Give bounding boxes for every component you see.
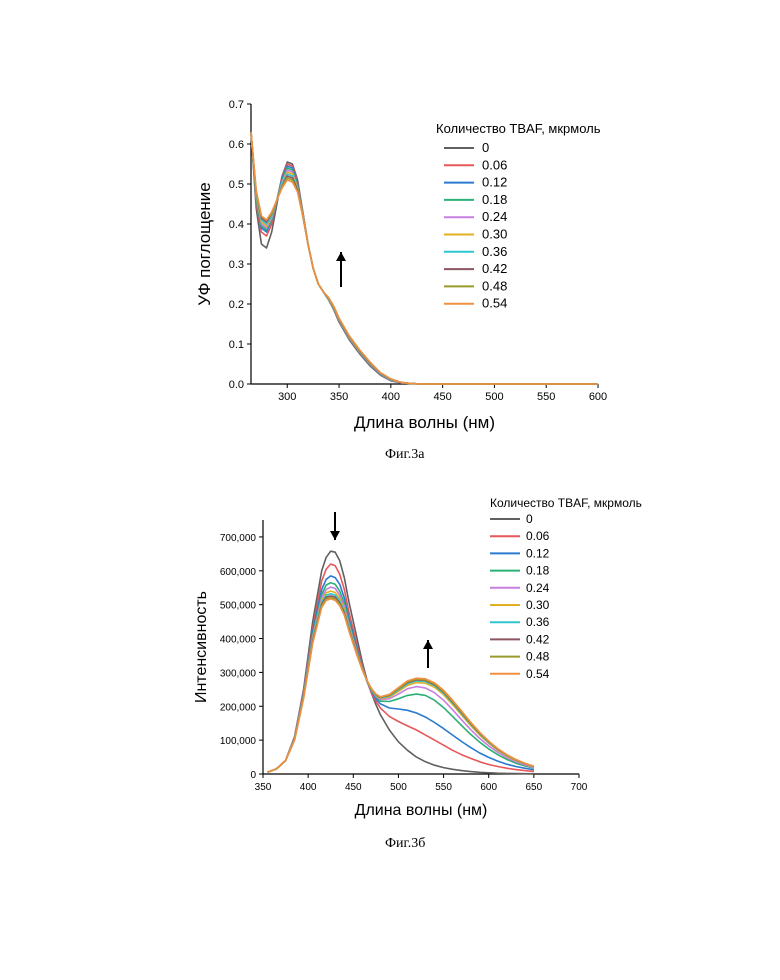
uv-series-line-0.48 — [251, 132, 598, 384]
uv-y-tick-label: 0.1 — [229, 339, 244, 351]
uv-x-tick-label: 400 — [382, 391, 400, 403]
uv-x-tick-label: 300 — [278, 391, 296, 403]
uv-legend-entry: 0.30 — [482, 227, 507, 242]
uv-legend-entry: 0.48 — [482, 278, 507, 293]
fl-x-tick-label: 500 — [390, 782, 407, 793]
figure-b-caption: Фиг.3б — [385, 836, 425, 852]
uv-y-tick-label: 0.6 — [229, 139, 244, 151]
fl-x-tick-label: 350 — [255, 782, 272, 793]
uv-series-line-0.06 — [251, 132, 598, 384]
uv-y-tick-label: 0.4 — [229, 219, 244, 231]
uv-series-line-0 — [251, 132, 598, 384]
fl-legend-entry: 0.54 — [526, 667, 550, 681]
uv-y-tick-label: 0.2 — [229, 299, 244, 311]
fl-y-tick-label: 100,000 — [220, 736, 257, 747]
uv-legend-entry: 0.42 — [482, 261, 507, 276]
uv-y-tick-label: 0.3 — [229, 259, 244, 271]
fl-x-tick-label: 700 — [571, 782, 588, 793]
fl-y-tick-label: 300,000 — [220, 668, 257, 679]
fl-y-tick-label: 400,000 — [220, 635, 257, 646]
uv-y-tick-label: 0.0 — [229, 379, 244, 391]
fl-legend-entry: 0.48 — [526, 650, 550, 664]
uv-series-line-0.18 — [251, 132, 598, 384]
uv-legend-entry: 0.06 — [482, 157, 507, 172]
uv-series-line-0.36 — [251, 132, 598, 384]
fl-legend-entry: 0 — [526, 512, 533, 526]
fl-x-tick-label: 650 — [526, 782, 543, 793]
uv-legend-entry: 0.12 — [482, 175, 507, 190]
uv-y-tick-label: 0.5 — [229, 179, 244, 191]
uv-x-tick-label: 550 — [537, 391, 555, 403]
fl-y-tick-label: 0 — [250, 770, 256, 781]
fl-y-axis-label: Интенсивность — [193, 591, 210, 703]
fl-y-tick-label: 200,000 — [220, 702, 257, 713]
uv-y-axis-label: УФ поглощение — [195, 182, 214, 306]
uv-x-axis-label: Длина волны (нм) — [354, 413, 495, 432]
fl-y-tick-label: 700,000 — [220, 533, 257, 544]
uv-legend-entry: 0.18 — [482, 192, 507, 207]
uv-legend-entry: 0.54 — [482, 296, 507, 311]
fl-legend-entry: 0.30 — [526, 598, 550, 612]
fl-legend-entry: 0.18 — [526, 564, 550, 578]
fl-y-tick-label: 500,000 — [220, 601, 257, 612]
fl-legend-entry: 0.06 — [526, 529, 550, 543]
uv-series-line-0.24 — [251, 132, 598, 384]
fl-legend-title: Количество TBAF, мкрмоль — [490, 496, 642, 510]
figure-a-caption: Фиг.3а — [385, 447, 424, 463]
fl-legend-entry: 0.12 — [526, 546, 550, 560]
uv-x-tick-label: 600 — [589, 391, 607, 403]
uv-legend-entry: 0.24 — [482, 209, 507, 224]
uv-x-tick-label: 500 — [485, 391, 503, 403]
fl-x-axis-label: Длина волны (нм) — [355, 802, 488, 819]
fl-x-tick-label: 550 — [435, 782, 452, 793]
fl-arrow-down-icon — [330, 531, 340, 540]
uv-series-line-0.54 — [251, 132, 598, 384]
uv-legend-entry: 0.36 — [482, 244, 507, 259]
fl-legend-entry: 0.42 — [526, 632, 550, 646]
uv-legend-title: Количество TBAF, мкрмоль — [436, 121, 601, 136]
fl-legend-entry: 0.36 — [526, 615, 550, 629]
uv-series-line-0.12 — [251, 132, 598, 384]
fl-x-tick-label: 450 — [345, 782, 362, 793]
fl-x-tick-label: 400 — [300, 782, 317, 793]
uv-x-tick-label: 350 — [330, 391, 348, 403]
fl-legend-entry: 0.24 — [526, 581, 550, 595]
uv-legend-entry: 0 — [482, 140, 489, 155]
uv-y-tick-label: 0.7 — [229, 99, 244, 111]
uv-series-line-0.30 — [251, 132, 598, 384]
fl-series-line-0.54 — [268, 599, 534, 772]
uv-series-line-0.42 — [251, 132, 598, 384]
uv-x-tick-label: 450 — [433, 391, 451, 403]
fl-y-tick-label: 600,000 — [220, 567, 257, 578]
fl-x-tick-label: 600 — [480, 782, 497, 793]
uv-arrow-up-icon — [336, 252, 346, 261]
fl-arrow-up-icon — [423, 640, 433, 649]
